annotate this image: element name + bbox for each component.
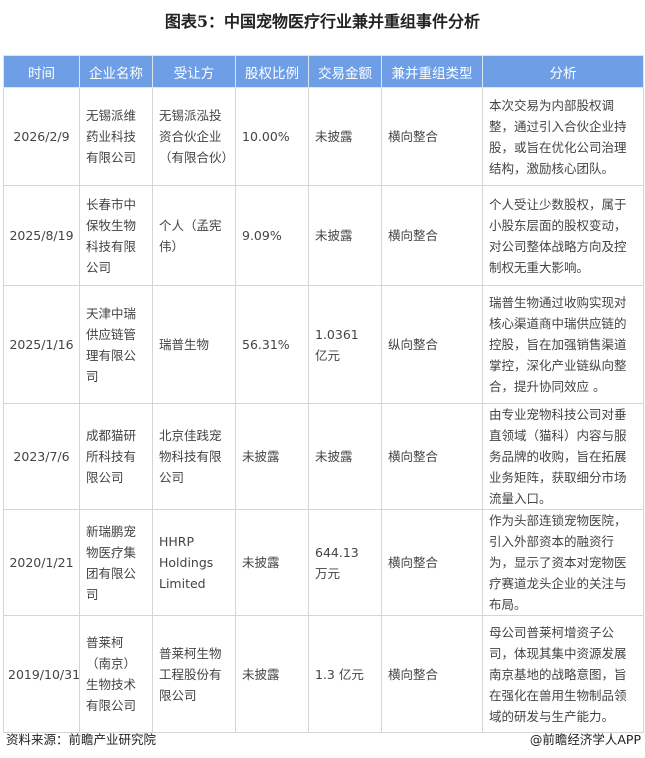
table-row: 2025/8/19 长春市中保牧生物科技有限公司 个人（孟宪伟） 9.09% 未披露 横向… bbox=[3, 185, 644, 286]
analysis-cell: 由专业宠物科技公司对垂直领域（猫科）内容与服务品牌的收购，旨在拓展业务矩阵，获取… bbox=[482, 403, 644, 510]
date-cell: 2026/2/9 bbox=[3, 87, 80, 186]
date-cell: 2019/10/31 bbox=[3, 615, 80, 733]
ratio-cell: 9.09% bbox=[235, 185, 309, 286]
header-amount: 交易金额 bbox=[308, 55, 382, 88]
type-cell: 横向整合 bbox=[381, 509, 483, 616]
type-cell: 横向整合 bbox=[381, 87, 483, 186]
table-row: 2023/7/6 成都猫研所科技有限公司 北京佳践宠物科技有限公司 未披露 未披露 横向整… bbox=[3, 403, 644, 510]
buyer-cell: HHRP Holdings Limited bbox=[152, 509, 236, 616]
ratio-cell: 未披露 bbox=[235, 509, 309, 616]
amount-cell: 1.0361 亿元 bbox=[308, 285, 382, 404]
table-row: 2026/2/9 无锡派维药业科技有限公司 无锡派泓投资合伙企业（有限合伙） 10.0… bbox=[3, 87, 644, 186]
buyer-cell: 无锡派泓投资合伙企业（有限合伙） bbox=[152, 87, 236, 186]
company-cell: 天津中瑞供应链管理有限公司 bbox=[79, 285, 153, 404]
date-cell: 2023/7/6 bbox=[3, 403, 80, 510]
credit-note: @前瞻经济学人APP bbox=[529, 732, 641, 747]
company-cell: 成都猫研所科技有限公司 bbox=[79, 403, 153, 510]
type-cell: 纵向整合 bbox=[381, 285, 483, 404]
figure-title: 图表5：中国宠物医疗行业兼并重组事件分析 bbox=[164, 12, 481, 31]
buyer-cell: 瑞普生物 bbox=[152, 285, 236, 404]
header-ratio: 股权比例 bbox=[235, 55, 309, 88]
mna-table: 时间 企业名称 受让方 股权比例 交易金额 兼并重组类型 分析 2026/2/9… bbox=[3, 55, 644, 733]
ratio-cell: 10.00% bbox=[235, 87, 309, 186]
analysis-cell: 瑞普生物通过收购实现对核心渠道商中瑞供应链的控股，旨在加强销售渠道掌控，深化产业… bbox=[482, 285, 644, 404]
company-cell: 新瑞鹏宠物医疗集团有限公司 bbox=[79, 509, 153, 616]
amount-cell: 未披露 bbox=[308, 403, 382, 510]
date-cell: 2025/1/16 bbox=[3, 285, 80, 404]
ratio-cell: 56.31% bbox=[235, 285, 309, 404]
header-type: 兼并重组类型 bbox=[381, 55, 483, 88]
company-cell: 长春市中保牧生物科技有限公司 bbox=[79, 185, 153, 286]
date-cell: 2020/1/21 bbox=[3, 509, 80, 616]
source-note: 资料来源：前瞻产业研究院 bbox=[6, 732, 157, 747]
table-row: 2020/1/21 新瑞鹏宠物医疗集团有限公司 HHRP Holdings Limi… bbox=[3, 509, 644, 616]
ratio-cell: 未披露 bbox=[235, 403, 309, 510]
company-cell: 无锡派维药业科技有限公司 bbox=[79, 87, 153, 186]
header-date: 时间 bbox=[3, 55, 80, 88]
header-company: 企业名称 bbox=[79, 55, 153, 88]
buyer-cell: 北京佳践宠物科技有限公司 bbox=[152, 403, 236, 510]
amount-cell: 1.3 亿元 bbox=[308, 615, 382, 733]
amount-cell: 644.13 万元 bbox=[308, 509, 382, 616]
table-row: 2025/1/16 天津中瑞供应链管理有限公司 瑞普生物 56.31% 1.0361 亿… bbox=[3, 285, 644, 404]
analysis-cell: 本次交易为内部股权调整，通过引入合伙企业持股，或旨在优化公司治理结构，激励核心团… bbox=[482, 87, 644, 186]
amount-cell: 未披露 bbox=[308, 87, 382, 186]
analysis-cell: 作为头部连锁宠物医院，引入外部资本的融资行为，显示了资本对宠物医疗赛道龙头企业的… bbox=[482, 509, 644, 616]
type-cell: 横向整合 bbox=[381, 185, 483, 286]
type-cell: 横向整合 bbox=[381, 615, 483, 733]
buyer-cell: 普莱柯生物工程股份有限公司 bbox=[152, 615, 236, 733]
header-analysis: 分析 bbox=[482, 55, 644, 88]
date-cell: 2025/8/19 bbox=[3, 185, 80, 286]
ratio-cell: 未披露 bbox=[235, 615, 309, 733]
header-buyer: 受让方 bbox=[152, 55, 236, 88]
amount-cell: 未披露 bbox=[308, 185, 382, 286]
analysis-cell: 母公司普莱柯增资子公司，体现其集中资源发展南京基地的战略意图，旨在强化在兽用生物… bbox=[482, 615, 644, 733]
analysis-cell: 个人受让少数股权，属于小股东层面的股权变动，对公司整体战略方向及控制权无重大影响… bbox=[482, 185, 644, 286]
header-row: 时间 企业名称 受让方 股权比例 交易金额 兼并重组类型 分析 bbox=[3, 55, 644, 88]
company-cell: 普莱柯（南京）生物技术有限公司 bbox=[79, 615, 153, 733]
buyer-cell: 个人（孟宪伟） bbox=[152, 185, 236, 286]
table-row: 2019/10/31 普莱柯（南京）生物技术有限公司 普莱柯生物工程股份有限公司 未披… bbox=[3, 615, 644, 733]
type-cell: 横向整合 bbox=[381, 403, 483, 510]
